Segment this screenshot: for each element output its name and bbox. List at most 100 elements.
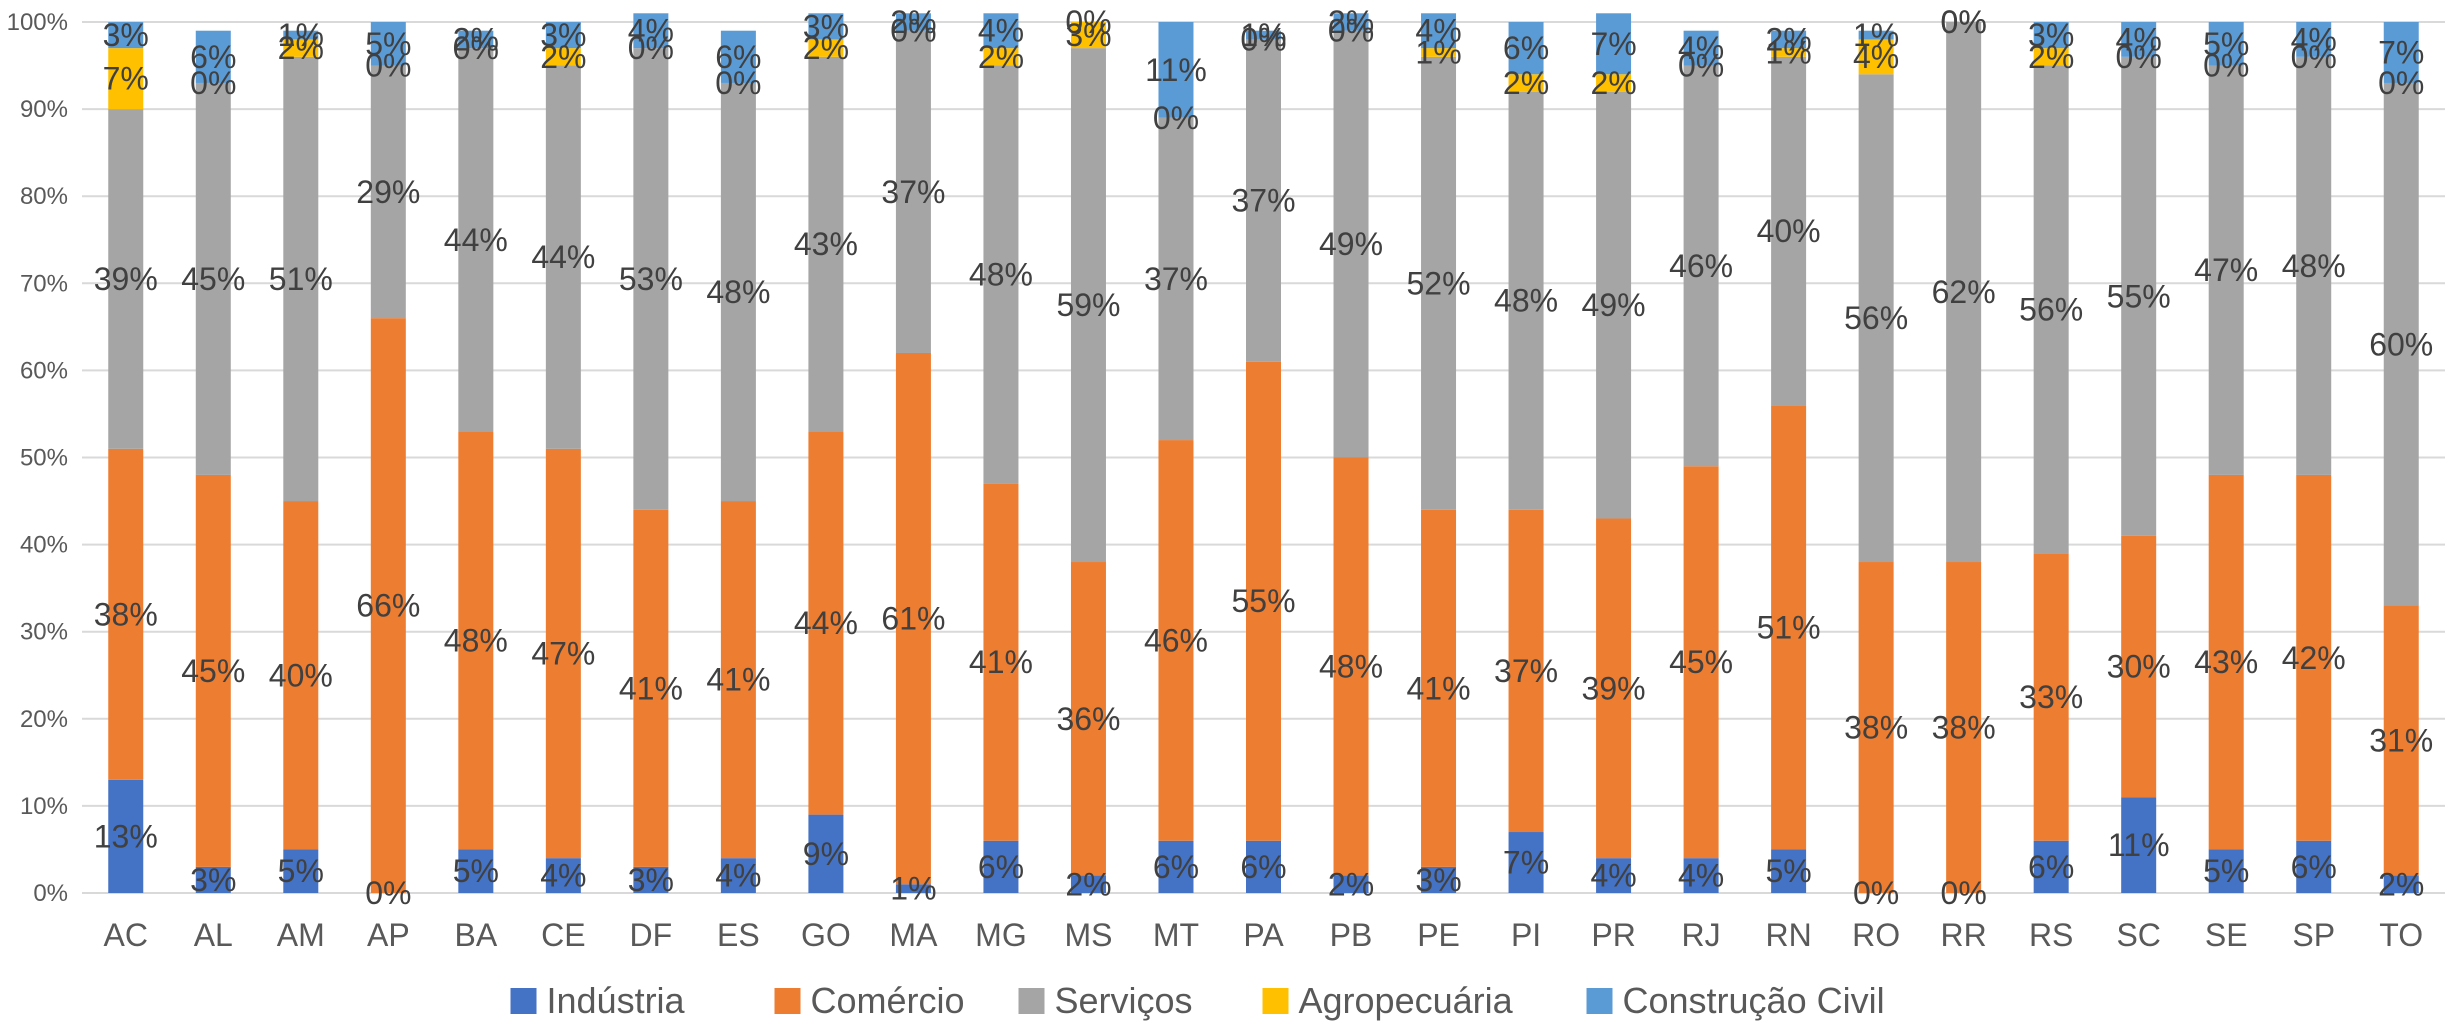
- legend-swatch: [510, 988, 537, 1014]
- y-tick-label: 90%: [20, 96, 68, 123]
- data-label: 48%: [444, 622, 508, 658]
- y-tick-label: 70%: [20, 270, 68, 297]
- data-label: 3%: [803, 8, 849, 44]
- data-label: 61%: [881, 601, 945, 637]
- data-label: 37%: [1231, 183, 1295, 219]
- bar-segment: [2121, 797, 2157, 893]
- x-tick-label: SP: [2292, 917, 2335, 953]
- data-label: 43%: [2194, 644, 2258, 680]
- data-label: 0%: [2378, 65, 2424, 101]
- data-label: 1%: [1765, 34, 1811, 70]
- bar-segment: [370, 318, 406, 893]
- data-label: 3%: [1065, 17, 1111, 53]
- data-label: 45%: [181, 653, 245, 689]
- bar-segment: [2208, 65, 2244, 475]
- data-label: 7%: [1503, 845, 1549, 881]
- bar-segment: [108, 109, 144, 449]
- x-tick-label: PR: [1591, 917, 1635, 953]
- bar-segment: [2208, 849, 2244, 893]
- data-label: 6%: [1503, 30, 1549, 66]
- data-label: 51%: [1757, 609, 1821, 645]
- data-label: 45%: [1669, 644, 1733, 680]
- data-label: 31%: [2369, 723, 2433, 759]
- x-tick-label: MA: [889, 917, 938, 953]
- x-tick-label: TO: [2379, 917, 2423, 953]
- bar-segment: [545, 858, 581, 893]
- data-label: 48%: [1494, 283, 1558, 319]
- bar-segment: [283, 849, 319, 893]
- data-label: 0%: [1941, 4, 1987, 40]
- bars: [108, 13, 2419, 893]
- data-label: 41%: [969, 644, 1033, 680]
- bar-segment: [370, 22, 406, 66]
- data-label: 3%: [1415, 862, 1461, 898]
- data-label: 4%: [1678, 858, 1724, 894]
- data-label: 3%: [190, 862, 236, 898]
- x-tick-label: PE: [1417, 917, 1460, 953]
- bar-segment: [195, 866, 231, 893]
- bar-segment: [1771, 48, 1807, 57]
- data-label: 66%: [356, 588, 420, 624]
- bar-segment: [2033, 840, 2069, 893]
- data-label: 2%: [1328, 4, 1374, 40]
- bar-segment: [1508, 22, 1544, 75]
- x-tick-label: GO: [801, 917, 851, 953]
- bar-segment: [1596, 858, 1632, 893]
- data-label: 11%: [1145, 52, 1207, 88]
- legend-label: Construção Civil: [1623, 980, 1885, 1021]
- bar-segment: [195, 474, 231, 867]
- data-label: 0%: [628, 30, 674, 66]
- bar-segment: [1508, 91, 1544, 510]
- bar-segment: [1683, 858, 1719, 893]
- x-tick-label: PI: [1511, 917, 1541, 953]
- data-label: 0%: [715, 65, 761, 101]
- data-label: 48%: [706, 274, 770, 310]
- x-tick-label: AM: [277, 917, 325, 953]
- bar-segment: [1421, 509, 1457, 867]
- data-label: 2%: [1328, 866, 1374, 902]
- data-label: 2%: [1065, 866, 1111, 902]
- legend-label: Indústria: [547, 980, 686, 1021]
- legend-swatch: [774, 988, 801, 1014]
- y-tick-label: 100%: [7, 9, 68, 36]
- data-label: 0%: [2116, 39, 2162, 75]
- bar-segment: [2033, 22, 2069, 49]
- bar-segment: [2383, 82, 2419, 606]
- data-label: 37%: [1144, 261, 1208, 297]
- bar-segment: [720, 82, 756, 502]
- bar-segment: [983, 48, 1019, 66]
- data-label: 2%: [278, 30, 324, 66]
- x-tick-label: MS: [1064, 917, 1112, 953]
- bar-segment: [1421, 48, 1457, 57]
- bar-segment: [1158, 117, 1194, 441]
- bar-segment: [458, 48, 494, 432]
- data-label: 2%: [2028, 39, 2074, 75]
- data-label: 3%: [628, 862, 674, 898]
- data-label: 44%: [531, 239, 595, 275]
- bar-segment: [1333, 30, 1369, 458]
- bar-segment: [1158, 840, 1194, 893]
- x-tick-label: DF: [630, 917, 673, 953]
- bar-segment: [458, 30, 494, 49]
- data-label: 49%: [1582, 287, 1646, 323]
- data-label: 45%: [181, 261, 245, 297]
- data-label: 0%: [1941, 875, 1987, 911]
- x-tick-label: PA: [1243, 917, 1284, 953]
- data-label: 4%: [2116, 21, 2162, 57]
- data-label: 0%: [190, 65, 236, 101]
- data-label: 38%: [94, 596, 158, 632]
- data-label: 29%: [356, 174, 420, 210]
- data-label: 46%: [1669, 248, 1733, 284]
- bar-segment: [895, 30, 931, 353]
- data-label: 4%: [1678, 30, 1724, 66]
- bar-segment: [1771, 405, 1807, 850]
- data-label: 4%: [978, 13, 1024, 49]
- x-tick-label: BA: [454, 917, 497, 953]
- data-label: 44%: [794, 605, 858, 641]
- data-label: 0%: [2203, 48, 2249, 84]
- bar-segment: [1246, 840, 1281, 893]
- bar-segment: [1858, 30, 1894, 40]
- bar-segment: [283, 56, 319, 502]
- data-label: 7%: [1590, 26, 1636, 62]
